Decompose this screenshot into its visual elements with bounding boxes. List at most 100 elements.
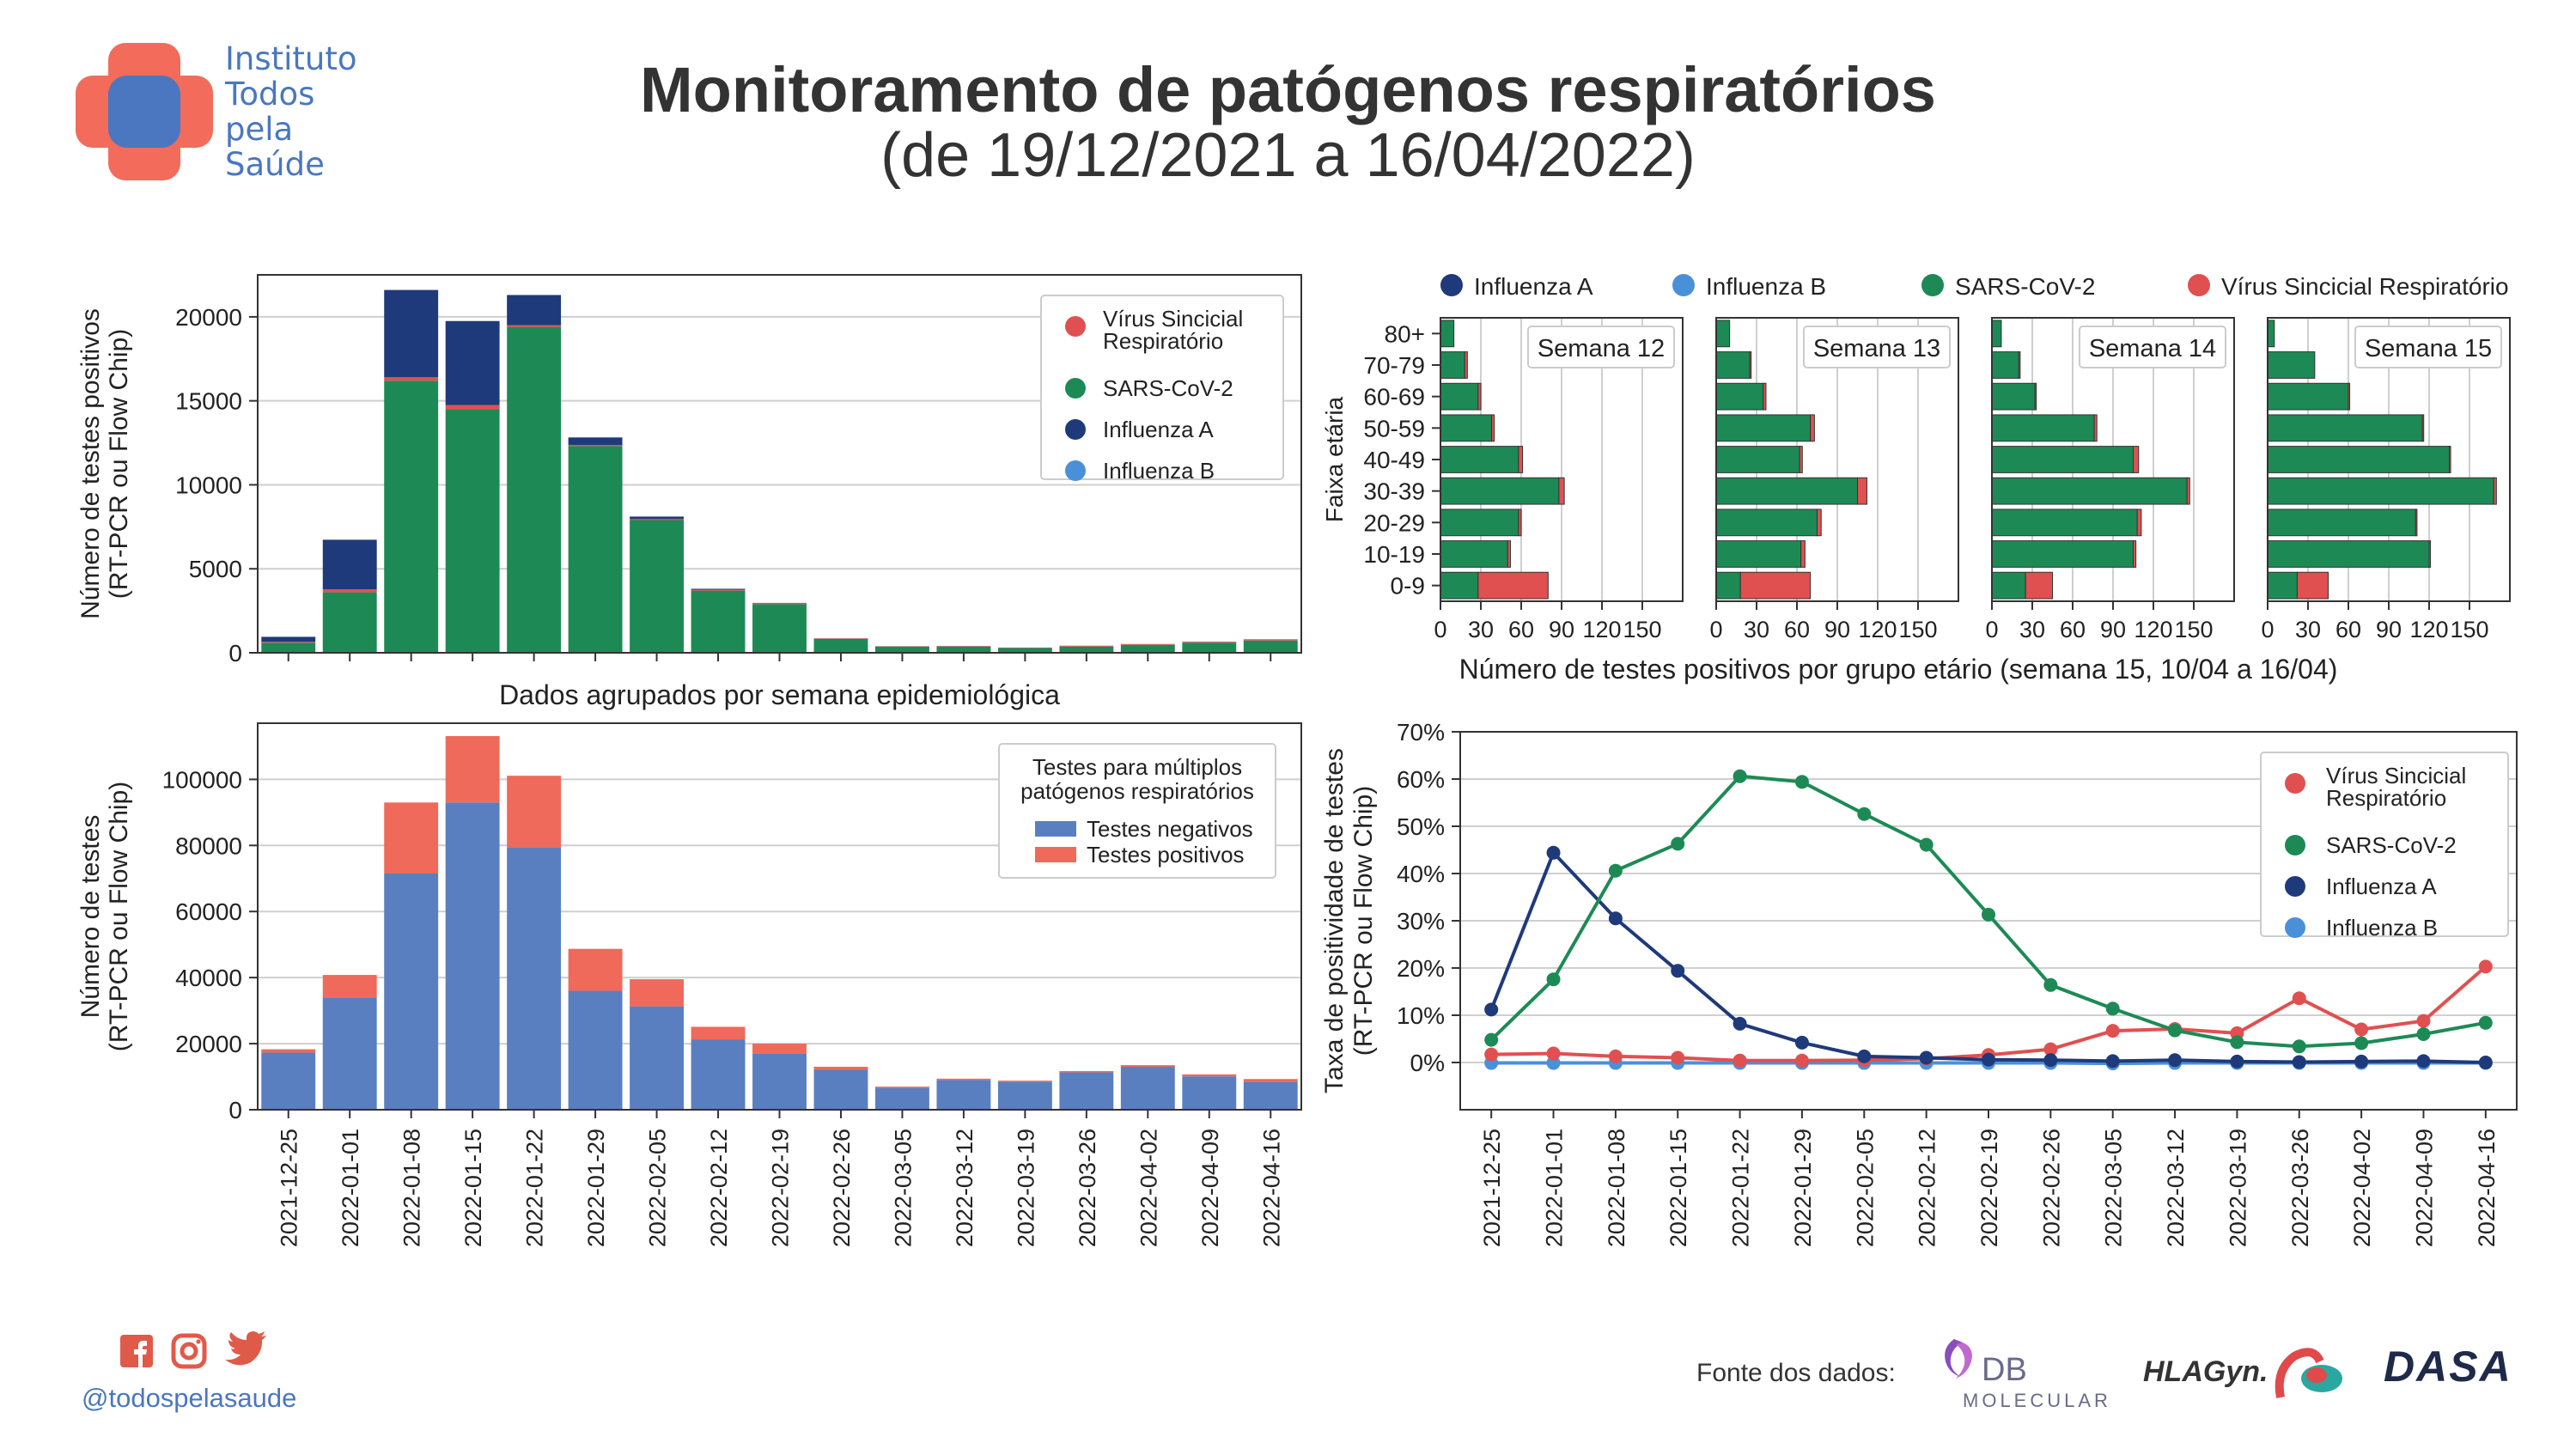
bar-testes-negativos (691, 1039, 746, 1110)
x-tick-label: 90 (2100, 617, 2126, 642)
bar-testes-negativos (874, 1087, 929, 1110)
legend-marker (1065, 460, 1086, 481)
x-tick-label: 2022-03-05 (2101, 1129, 2127, 1247)
point-influenza-a (2478, 1056, 2493, 1069)
x-tick-label: 30 (1744, 617, 1769, 642)
bar-virus-sincicial-respiratorio (1507, 540, 1511, 568)
bar-sars-cov-2 (1991, 320, 2002, 348)
bar-sars-cov-2 (1059, 646, 1114, 653)
bar-sars-cov-2 (1991, 508, 2138, 537)
chart-frame (257, 274, 1302, 654)
twitter-icon[interactable] (225, 1331, 266, 1366)
panel-title-box (1803, 326, 1951, 368)
legend-label: Vírus Sincicial Respiratório (2221, 273, 2509, 300)
dasa-logo: DASA (2384, 1342, 2511, 1391)
point-sars-cov-2 (2292, 1039, 2306, 1054)
panel-frame (1440, 317, 1684, 602)
x-tick-label: 60 (2335, 617, 2361, 642)
x-tick-label: 2022-03-05 (890, 1129, 916, 1247)
bar-sars-cov-2 (1991, 477, 2188, 505)
point-v-rus-sincicial-respirat-rio (1794, 1053, 1809, 1068)
bar-sars-cov-2 (2267, 320, 2275, 348)
y-axis-label: Faixa etária (1321, 396, 1348, 522)
point-v-rus-sincicial-respirat-rio (1671, 1050, 1685, 1065)
x-tick-label: 30 (2295, 617, 2321, 642)
bar-sars-cov-2 (1182, 642, 1237, 653)
bar-v-rus-sincicial-respirat-rio (322, 589, 377, 593)
point-sars-cov-2 (1546, 972, 1561, 987)
bar-virus-sincicial-respiratorio (2415, 508, 2418, 537)
y-tick-label: 40-49 (1363, 447, 1425, 473)
y-tick-label: 20% (1397, 955, 1445, 982)
point-v-rus-sincicial-respirat-rio (1733, 1053, 1747, 1068)
bar-sars-cov-2 (752, 604, 807, 653)
x-tick-label: 2022-01-22 (1728, 1129, 1754, 1247)
legend-label: Influenza B (1103, 458, 1215, 484)
bar-sars-cov-2 (1440, 571, 1479, 600)
x-tick-label: 2022-02-12 (1915, 1129, 1940, 1247)
legend-title: Testes para múltiplos (1032, 754, 1242, 780)
legend-title: patógenos respiratórios (1020, 778, 1254, 804)
legend-label: Respiratório (1103, 328, 1223, 354)
bar-sars-cov-2 (2267, 540, 2430, 568)
hlagyn-mark (2275, 1348, 2342, 1398)
y-tick-label: 0 (228, 1097, 242, 1123)
legend-marker (1065, 378, 1086, 399)
bar-sars-cov-2 (691, 590, 746, 653)
bar-sars-cov-2 (874, 646, 929, 653)
facebook-icon[interactable] (120, 1335, 153, 1367)
bar-sars-cov-2 (1715, 351, 1751, 379)
y-tick-label: 20000 (175, 304, 242, 331)
bar-sars-cov-2 (1243, 640, 1298, 653)
bar-sars-cov-2 (1991, 446, 2134, 473)
bar-v-rus-sincicial-respirat-rio (752, 603, 807, 605)
x-tick-label: 2022-03-12 (952, 1129, 977, 1247)
bar-virus-sincicial-respiratorio (2449, 446, 2451, 473)
bar-influenza-a (384, 289, 439, 378)
y-tick-label: 10-19 (1363, 541, 1425, 568)
bar-sars-cov-2 (1715, 508, 1818, 537)
bar-testes-positivos (568, 948, 623, 991)
x-tick-label: 0 (1709, 617, 1722, 642)
logo-text-line: pela (225, 111, 294, 148)
bar-sars-cov-2 (1715, 382, 1764, 411)
y-axis-label: Número de testes positivos (76, 308, 105, 619)
bar-influenza-a (445, 320, 500, 405)
logo-text-line: Saúde (225, 146, 325, 183)
bar-sars-cov-2 (568, 446, 623, 653)
db-molecular-mark (1956, 1342, 1972, 1379)
bar-virus-sincicial-respiratorio (2493, 477, 2497, 505)
y-tick-label: 80+ (1385, 320, 1426, 347)
bar-sars-cov-2 (445, 409, 500, 653)
point-v-rus-sincicial-respirat-rio (2292, 991, 2306, 1006)
bar-virus-sincicial-respiratorio (1491, 414, 1495, 442)
x-tick-label: 0 (2261, 617, 2274, 642)
bar-sars-cov-2 (507, 326, 562, 653)
x-tick-label: 30 (2019, 617, 2045, 642)
point-sars-cov-2 (2230, 1035, 2244, 1050)
x-tick-label: 2022-04-16 (2474, 1129, 2500, 1247)
bar-testes-positivos (936, 1078, 991, 1081)
point-v-rus-sincicial-respirat-rio (2416, 1014, 2431, 1028)
bar-influenza-a (261, 636, 316, 642)
bar-testes-positivos (752, 1044, 807, 1054)
bar-virus-sincicial-respiratorio (2421, 414, 2425, 442)
bar-sars-cov-2 (1440, 477, 1560, 505)
bar-virus-sincicial-respiratorio (2025, 571, 2054, 600)
bar-influenza-a (630, 516, 685, 520)
social-handle[interactable]: @todospelasaude (82, 1383, 297, 1413)
y-axis-label: Número de testes (76, 815, 105, 1019)
x-tick-label: 120 (1858, 617, 1897, 642)
point-v-rus-sincicial-respirat-rio (2105, 1024, 2120, 1038)
bar-virus-sincicial-respiratorio (2133, 540, 2137, 568)
bar-testes-negativos (630, 1006, 685, 1110)
legend-marker (1921, 274, 1944, 296)
x-tick-label: 60 (1508, 617, 1534, 642)
bar-v-rus-sincicial-respirat-rio (1243, 639, 1298, 641)
instagram-icon[interactable] (171, 1333, 207, 1369)
y-tick-label: 60% (1397, 766, 1445, 793)
bar-sars-cov-2 (1715, 571, 1741, 600)
point-influenza-a (1733, 1016, 1747, 1031)
x-tick-label: 2022-01-15 (1666, 1129, 1691, 1247)
bar-influenza-a (507, 295, 562, 326)
